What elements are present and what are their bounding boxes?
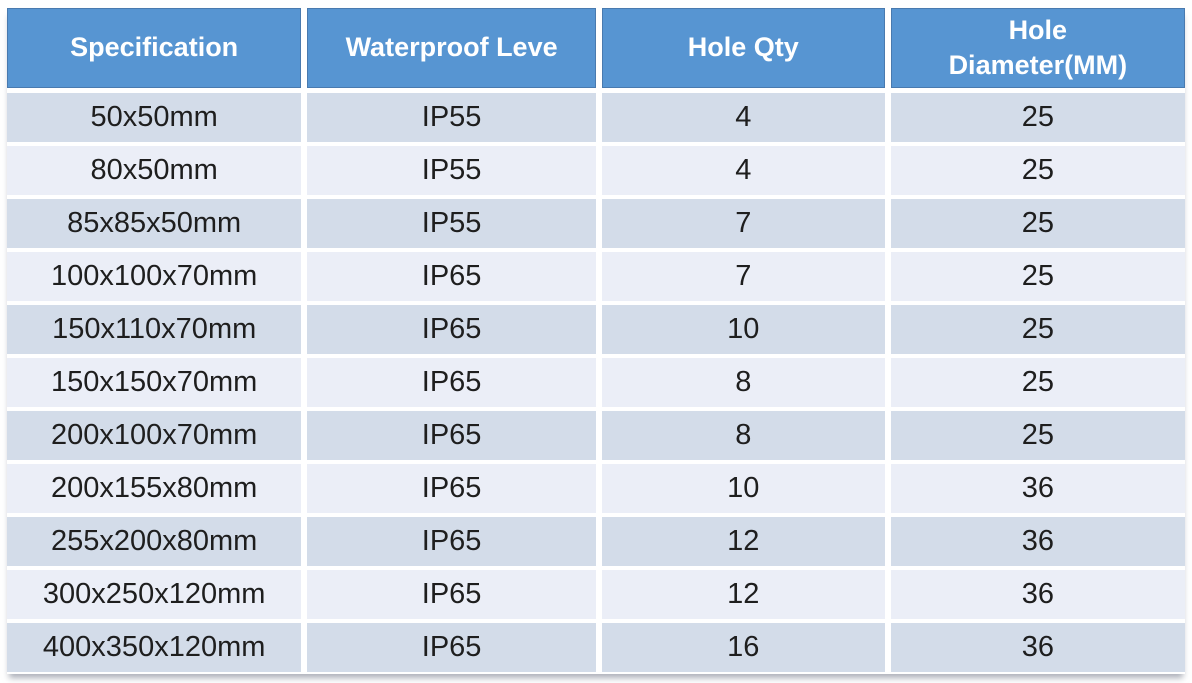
cell-specification: 100x100x70mm xyxy=(7,252,302,301)
cell-waterproof-level: IP65 xyxy=(307,358,596,407)
table-row: 255x200x80mm IP65 12 36 xyxy=(7,517,1185,566)
cell-waterproof-level: IP65 xyxy=(307,252,596,301)
cell-hole-qty: 10 xyxy=(601,305,885,354)
cell-specification: 80x50mm xyxy=(7,146,302,195)
table-row: 300x250x120mm IP65 12 36 xyxy=(7,570,1185,619)
cell-hole-diameter: 36 xyxy=(890,623,1185,672)
cell-hole-diameter: 25 xyxy=(890,411,1185,460)
cell-hole-diameter: 36 xyxy=(890,570,1185,619)
cell-specification: 200x155x80mm xyxy=(7,464,302,513)
table-row: 150x110x70mm IP65 10 25 xyxy=(7,305,1185,354)
cell-hole-diameter: 25 xyxy=(890,305,1185,354)
table-row: 80x50mm IP55 4 25 xyxy=(7,146,1185,195)
cell-specification: 50x50mm xyxy=(7,93,302,142)
cell-hole-diameter: 25 xyxy=(890,252,1185,301)
cell-waterproof-level: IP55 xyxy=(307,93,596,142)
table-row: 85x85x50mm IP55 7 25 xyxy=(7,199,1185,248)
column-header-waterproof-level: Waterproof Leve xyxy=(307,8,596,88)
column-header-hole-diameter: Hole Diameter(MM) xyxy=(890,8,1185,88)
cell-hole-qty: 8 xyxy=(601,358,885,407)
cell-specification: 150x110x70mm xyxy=(7,305,302,354)
table-row: 200x100x70mm IP65 8 25 xyxy=(7,411,1185,460)
cell-hole-qty: 4 xyxy=(601,93,885,142)
table-row: 200x155x80mm IP65 10 36 xyxy=(7,464,1185,513)
cell-specification: 85x85x50mm xyxy=(7,199,302,248)
table-row: 150x150x70mm IP65 8 25 xyxy=(7,358,1185,407)
cell-specification: 150x150x70mm xyxy=(7,358,302,407)
cell-waterproof-level: IP65 xyxy=(307,570,596,619)
cell-specification: 400x350x120mm xyxy=(7,623,302,672)
table-row: 100x100x70mm IP65 7 25 xyxy=(7,252,1185,301)
table-row: 50x50mm IP55 4 25 xyxy=(7,93,1185,142)
table-row: 400x350x120mm IP65 16 36 xyxy=(7,623,1185,672)
column-header-label: Waterproof Leve xyxy=(345,32,558,63)
cell-waterproof-level: IP65 xyxy=(307,623,596,672)
cell-hole-diameter: 36 xyxy=(890,464,1185,513)
cell-hole-qty: 12 xyxy=(601,570,885,619)
cell-specification: 300x250x120mm xyxy=(7,570,302,619)
column-header-hole-qty: Hole Qty xyxy=(601,8,885,88)
cell-hole-diameter: 25 xyxy=(890,146,1185,195)
cell-hole-qty: 10 xyxy=(601,464,885,513)
cell-hole-qty: 8 xyxy=(601,411,885,460)
cell-hole-qty: 16 xyxy=(601,623,885,672)
table-body: 50x50mm IP55 4 25 80x50mm IP55 4 25 85x8… xyxy=(7,93,1185,672)
cell-hole-diameter: 36 xyxy=(890,517,1185,566)
cell-hole-diameter: 25 xyxy=(890,199,1185,248)
cell-waterproof-level: IP65 xyxy=(307,464,596,513)
cell-waterproof-level: IP65 xyxy=(307,411,596,460)
cell-waterproof-level: IP55 xyxy=(307,146,596,195)
cell-waterproof-level: IP65 xyxy=(307,517,596,566)
cell-hole-qty: 12 xyxy=(601,517,885,566)
cell-specification: 255x200x80mm xyxy=(7,517,302,566)
cell-hole-qty: 7 xyxy=(601,199,885,248)
cell-hole-diameter: 25 xyxy=(890,358,1185,407)
column-header-label: Hole Diameter(MM) xyxy=(948,14,1128,80)
table-header-row: Specification Waterproof Leve Hole Qty H… xyxy=(7,8,1185,88)
cell-waterproof-level: IP55 xyxy=(307,199,596,248)
column-header-specification: Specification xyxy=(7,8,302,88)
cell-hole-qty: 7 xyxy=(601,252,885,301)
column-header-label: Hole Qty xyxy=(687,32,799,63)
cell-waterproof-level: IP65 xyxy=(307,305,596,354)
spec-table: Specification Waterproof Leve Hole Qty H… xyxy=(7,8,1185,674)
column-header-label: Specification xyxy=(70,32,239,63)
cell-hole-qty: 4 xyxy=(601,146,885,195)
cell-hole-diameter: 25 xyxy=(890,93,1185,142)
cell-specification: 200x100x70mm xyxy=(7,411,302,460)
